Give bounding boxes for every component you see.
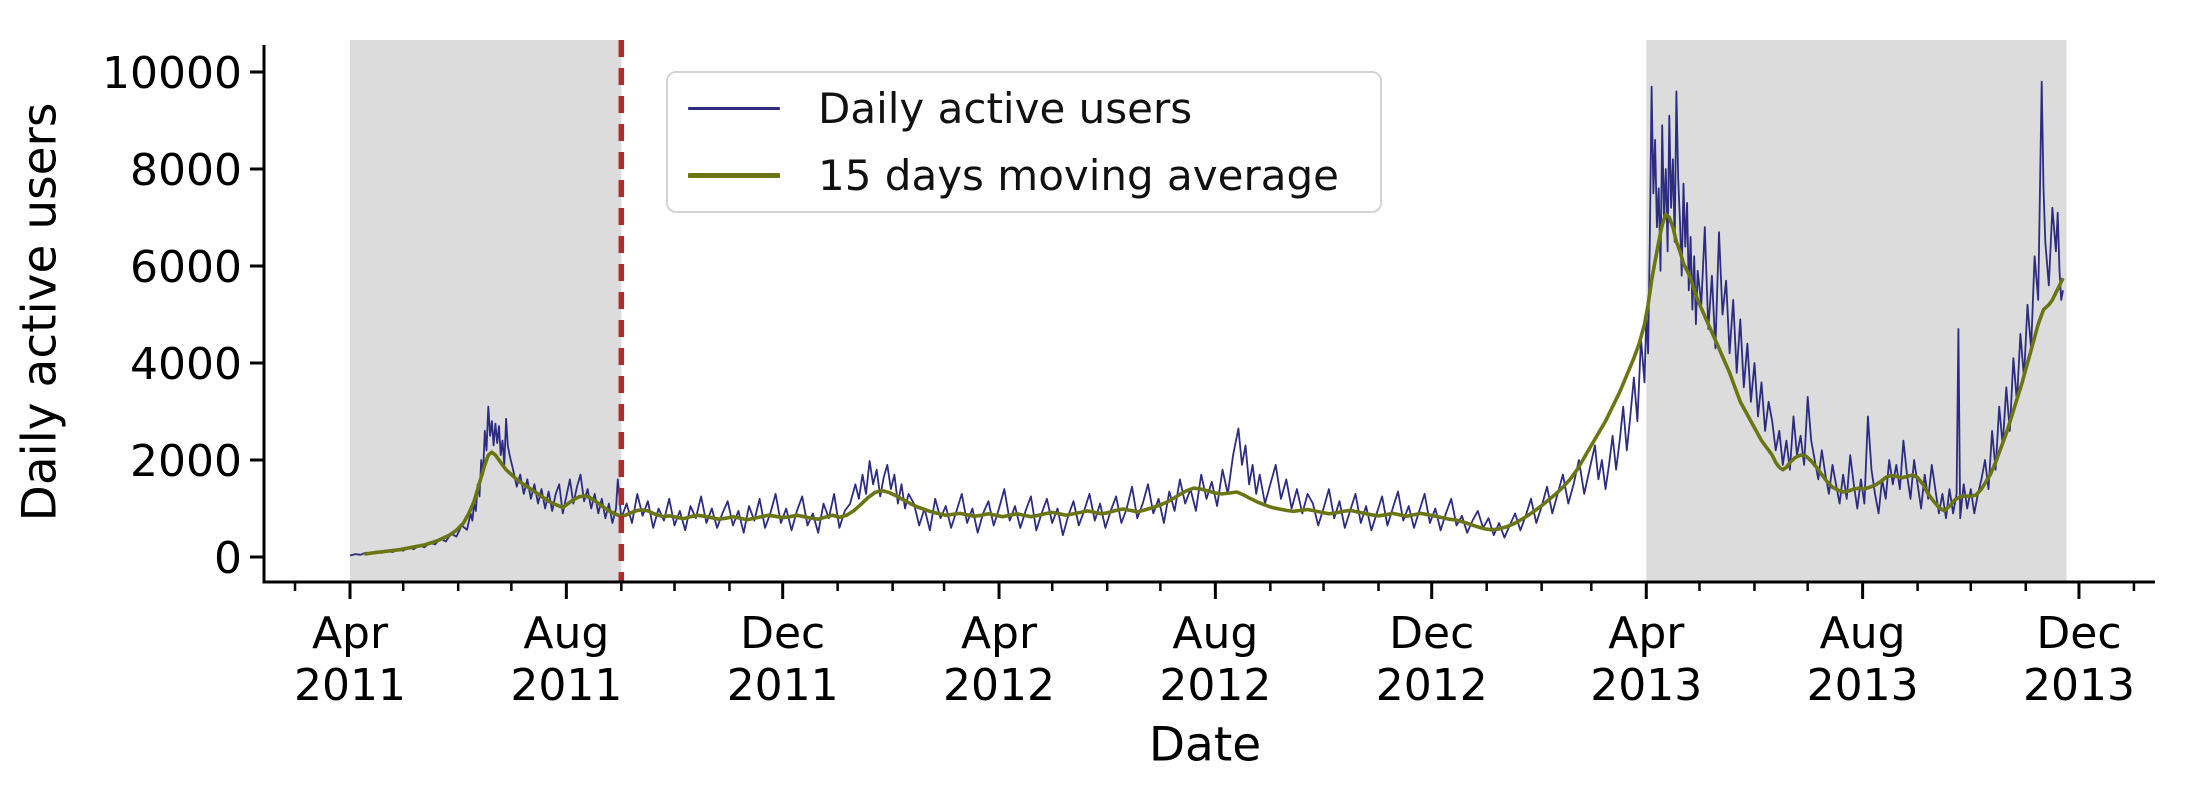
legend-label-moving-average: 15 days moving average [818,151,1339,201]
legend-entry-daily: Daily active users [668,76,1380,140]
x-tick-label-month: Apr [1608,608,1685,659]
y-tick-label: 6000 [130,242,242,293]
x-tick-label-year: 2011 [727,660,839,711]
y-tick-label: 0 [214,533,242,584]
daily-active-users-line-swatch [688,106,780,110]
moving-average-line [363,212,2065,556]
x-tick-label-month: Aug [1172,608,1258,659]
y-tick-label: 2000 [130,436,242,487]
x-tick-label-month: Aug [1820,608,1906,659]
legend-label-daily: Daily active users [818,83,1193,133]
moving-average-line-swatch [688,173,780,179]
x-tick-label-year: 2012 [1159,660,1271,711]
y-tick-label: 4000 [130,339,242,390]
x-tick-label-month: Apr [961,608,1038,659]
x-tick-label-year: 2011 [510,660,622,711]
x-tick-label-month: Apr [312,608,389,659]
x-tick-label-year: 2012 [943,660,1055,711]
x-tick-label-year: 2013 [1807,660,1919,711]
y-axis-title: Daily active users [12,102,68,522]
y-tick-label: 8000 [130,145,242,196]
legend-entry-moving-average: 15 days moving average [668,144,1380,208]
x-tick-label-month: Aug [523,608,609,659]
x-tick-label-month: Dec [1389,608,1474,659]
x-tick-label-month: Dec [740,608,825,659]
legend: Daily active users 15 days moving averag… [666,71,1382,213]
x-axis-title: Date [1148,717,1262,773]
x-tick-label-year: 2012 [1376,660,1488,711]
x-tick-label-year: 2013 [1590,660,1702,711]
x-tick-label-year: 2013 [2023,660,2135,711]
y-tick-label: 10000 [102,48,242,99]
shaded-region-0 [350,40,622,582]
x-tick-label-month: Dec [2036,608,2121,659]
x-tick-label-year: 2011 [294,660,406,711]
